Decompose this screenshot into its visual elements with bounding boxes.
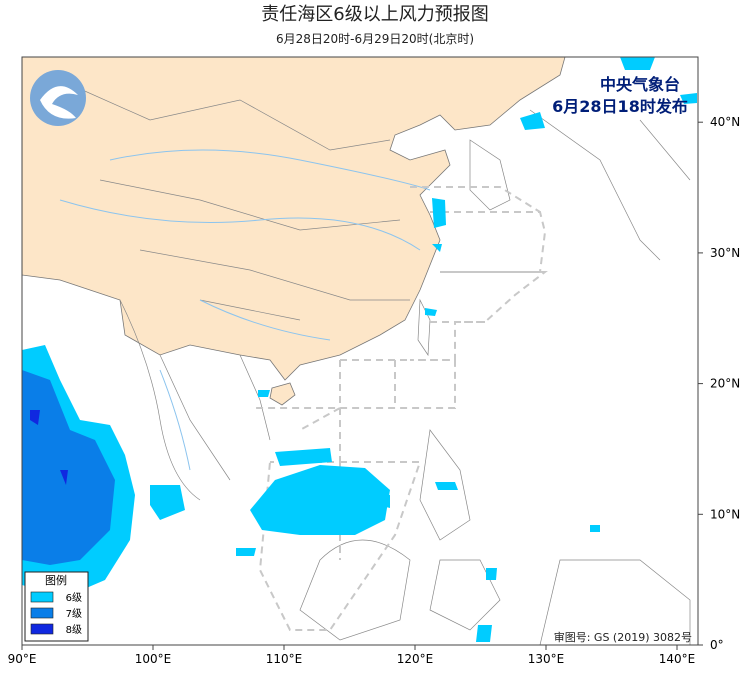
borders <box>22 109 691 645</box>
wind-area <box>520 57 697 130</box>
x-tick-label: 140°E <box>659 652 696 666</box>
map-body <box>22 57 698 645</box>
wind-area <box>425 198 446 316</box>
wind-area <box>22 370 115 565</box>
wind-area <box>250 465 390 535</box>
issue-time: 6月28日18时发布 <box>552 97 688 116</box>
y-tick-label: 40°N <box>710 115 740 129</box>
map-frame <box>21 56 699 646</box>
subtitle: 6月28日20时-6月29日20时(北京时) <box>276 32 474 46</box>
x-tick-label: 100°E <box>135 652 172 666</box>
logo <box>30 70 86 126</box>
legend-title: 图例 <box>45 573 67 587</box>
legend: 图例 6级 7级 8级 <box>24 571 89 642</box>
hainan <box>269 382 296 406</box>
y-tick-label: 30°N <box>710 246 740 260</box>
title: 责任海区6级以上风力预报图 <box>261 4 488 25</box>
x-tick-label: 130°E <box>528 652 565 666</box>
x-tick-label: 120°E <box>397 652 434 666</box>
y-tick-label: 20°N <box>710 377 740 391</box>
rivers <box>59 149 431 471</box>
legend-label: 7级 <box>66 608 82 620</box>
y-tick-label: 10°N <box>710 507 740 521</box>
province-borders <box>59 79 410 321</box>
review-number: 审图号: GS (2019) 3082号 <box>554 630 692 644</box>
wind-areas <box>22 57 697 642</box>
legend-label: 8级 <box>66 624 82 636</box>
legend-label: 6级 <box>66 592 82 604</box>
legend-swatch <box>30 607 54 619</box>
wind-area <box>150 485 390 520</box>
agency-name: 中央气象台 <box>600 75 680 94</box>
x-tick-label: 110°E <box>266 652 303 666</box>
y-tick-label: 0° <box>710 638 724 652</box>
wind-area <box>275 448 332 466</box>
x-tick-label: 90°E <box>8 652 37 666</box>
legend-swatch <box>30 591 54 603</box>
legend-swatch <box>30 623 54 635</box>
wind-area <box>30 410 68 485</box>
